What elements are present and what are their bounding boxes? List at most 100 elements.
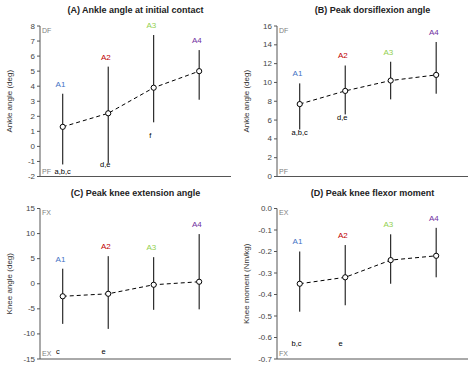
error-bar xyxy=(199,234,200,309)
y-tick-label: -0.5 xyxy=(258,312,272,321)
marks xyxy=(60,35,202,164)
y-tick-label: -5 xyxy=(28,304,36,313)
y-axis-line xyxy=(40,209,41,360)
marks xyxy=(297,42,439,129)
point xyxy=(106,291,111,296)
point xyxy=(197,279,202,284)
error-bar xyxy=(199,50,200,100)
series-line xyxy=(300,75,436,104)
y-tick-label: 2 xyxy=(31,112,36,121)
direction-label: FX xyxy=(42,209,51,216)
y-tick-label: 5 xyxy=(31,67,36,76)
title: (B) Peak dorsiflexion angle xyxy=(315,5,431,15)
y-tick-label: 5 xyxy=(31,254,36,263)
annotation: a,b,c xyxy=(292,128,309,137)
category-label: A1 xyxy=(293,237,303,246)
y-tick-label: -2 xyxy=(28,172,36,181)
point xyxy=(343,275,348,280)
annotation: e xyxy=(338,339,342,348)
category-label: A2 xyxy=(101,53,111,62)
y-tick-label: -0.7 xyxy=(258,355,272,364)
y-tick-label: -0.6 xyxy=(258,333,272,342)
y-tick-label: 0 xyxy=(31,142,36,151)
y-tick-label: 2 xyxy=(268,153,273,162)
y-axis-label: Ankle angle (deg) xyxy=(5,70,14,133)
y-axis-label: Knee angle (deg) xyxy=(5,253,14,315)
category-label: A4 xyxy=(192,36,202,45)
point xyxy=(197,69,202,74)
y-tick-label: 10 xyxy=(263,78,272,87)
category-label: A1 xyxy=(56,255,66,264)
series-line xyxy=(63,71,199,127)
y-tick-label: -15 xyxy=(23,355,35,364)
y-axis-line xyxy=(277,209,278,360)
y-tick-label: 16 xyxy=(263,22,272,31)
direction-label: EX xyxy=(42,350,52,357)
category-label: A2 xyxy=(338,231,348,240)
direction-label: DF xyxy=(42,27,51,34)
y-tick-label: -0.2 xyxy=(258,247,272,256)
error-bar xyxy=(153,35,154,122)
y-tick-label: 4 xyxy=(268,134,273,143)
y-axis-label: Ankle angle (deg) xyxy=(242,70,251,133)
category-label: A1 xyxy=(56,80,66,89)
direction-label: PF xyxy=(279,168,288,175)
annotation: f xyxy=(149,131,152,140)
category-label: A3 xyxy=(147,243,157,252)
y-tick-label: 14 xyxy=(263,40,272,49)
panel: (B) Peak dorsiflexion angle Ankle angle (… xyxy=(242,5,469,181)
error-bar xyxy=(436,228,437,277)
panel: (C) Peak knee extension angle Knee angle … xyxy=(5,188,232,364)
point xyxy=(151,282,156,287)
point xyxy=(106,111,111,116)
y-tick-label: 8 xyxy=(31,22,36,31)
title: (D) Peak knee flexor moment xyxy=(311,188,435,198)
category-label: A2 xyxy=(338,51,348,60)
point xyxy=(343,88,348,93)
direction-label: FX xyxy=(279,350,288,357)
point xyxy=(388,78,393,83)
point xyxy=(297,101,302,106)
y-tick-label: 8 xyxy=(268,97,273,106)
series-line xyxy=(300,256,436,284)
error-bar xyxy=(436,42,437,94)
annotation: d,e xyxy=(337,113,347,122)
y-tick-label: -1 xyxy=(28,157,36,166)
y-tick-label: -0.1 xyxy=(258,226,272,235)
direction-label: DF xyxy=(279,27,288,34)
direction-label: PF xyxy=(42,168,51,175)
point xyxy=(297,281,302,286)
title: (C) Peak knee extension angle xyxy=(71,188,201,198)
y-tick-label: 7 xyxy=(31,37,36,46)
category-label: A4 xyxy=(192,220,202,229)
category-label: A3 xyxy=(384,220,394,229)
x-axis-line xyxy=(277,176,468,177)
point xyxy=(388,258,393,263)
y-tick-label: 0 xyxy=(31,279,36,288)
annotation: c xyxy=(56,347,60,356)
marks xyxy=(297,228,439,312)
x-axis-line xyxy=(277,359,468,360)
category-label: A2 xyxy=(101,242,111,251)
point xyxy=(434,72,439,77)
direction-label: EX xyxy=(279,209,289,216)
series-line xyxy=(63,282,199,297)
marks xyxy=(60,234,202,329)
y-tick-label: 0 xyxy=(268,172,273,181)
panel: (D) Peak knee flexor momentKnee moment (… xyxy=(242,188,469,364)
y-tick-label: 12 xyxy=(263,59,272,68)
category-label: A1 xyxy=(293,69,303,78)
point xyxy=(151,85,156,90)
y-tick-label: 1 xyxy=(31,127,36,136)
y-tick-label: 0.0 xyxy=(261,204,273,213)
category-label: A4 xyxy=(429,28,439,37)
y-tick-label: -10 xyxy=(23,329,35,338)
y-tick-label: 15 xyxy=(26,204,35,213)
annotation: e xyxy=(101,347,105,356)
y-tick-label: -0.4 xyxy=(258,290,272,299)
point xyxy=(60,124,65,129)
point xyxy=(434,253,439,258)
y-axis-line xyxy=(40,26,41,177)
y-tick-label: -0.3 xyxy=(258,269,272,278)
y-axis-line xyxy=(277,26,278,177)
